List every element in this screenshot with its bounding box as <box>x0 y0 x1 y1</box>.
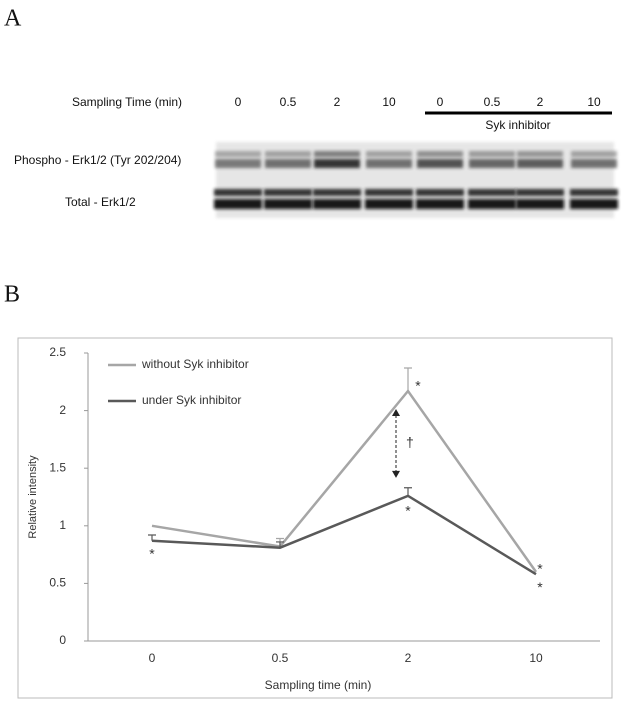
band <box>366 151 412 157</box>
time-label: 10 <box>382 95 396 109</box>
y-tick-label: 2.5 <box>49 345 66 359</box>
band <box>215 151 261 157</box>
band <box>416 189 464 196</box>
band <box>468 189 516 196</box>
annotation: * <box>405 503 411 519</box>
band <box>215 159 261 168</box>
row-label: Total - Erk1/2 <box>65 195 136 209</box>
panel-label: A <box>4 6 22 32</box>
band <box>314 151 360 157</box>
annotation: * <box>537 579 543 595</box>
band <box>571 159 617 168</box>
y-tick-label: 0.5 <box>49 576 66 590</box>
band <box>214 189 262 196</box>
chart-frame <box>17 337 613 699</box>
error-bar <box>404 487 412 496</box>
band <box>469 151 515 157</box>
band <box>517 151 563 157</box>
band <box>517 159 563 168</box>
band <box>314 159 360 168</box>
x-tick-label: 0 <box>149 651 156 665</box>
band <box>264 189 312 196</box>
arrow-head <box>392 470 400 478</box>
band <box>313 189 361 196</box>
blot-image <box>214 142 618 218</box>
band <box>469 159 515 168</box>
x-tick-label: 2 <box>405 651 412 665</box>
annotation: * <box>149 545 155 561</box>
time-label: 0 <box>437 95 444 109</box>
band <box>416 199 464 209</box>
error-bar <box>404 367 412 392</box>
time-label: 0.5 <box>280 95 297 109</box>
time-label: 2 <box>537 95 544 109</box>
x-tick-label: 10 <box>529 651 543 665</box>
band <box>417 151 463 157</box>
series-line <box>151 494 537 576</box>
band <box>265 159 311 168</box>
inhibitor-label: Syk inhibitor <box>485 118 550 132</box>
time-label: 0 <box>235 95 242 109</box>
legend-label: under Syk inhibitor <box>142 393 241 407</box>
band <box>516 189 564 196</box>
band <box>265 151 311 157</box>
y-tick-label: 2 <box>59 403 66 417</box>
band <box>214 199 262 209</box>
arrow-head <box>392 409 400 417</box>
error-bar <box>276 541 284 548</box>
band <box>365 189 413 196</box>
annotation: * <box>415 378 421 394</box>
time-label: 0.5 <box>484 95 501 109</box>
time-label: 2 <box>334 95 341 109</box>
band <box>570 199 618 209</box>
y-tick-label: 0 <box>59 633 66 647</box>
series-line <box>151 388 538 573</box>
band <box>417 159 463 168</box>
y-axis-label: Relative intensity <box>27 455 39 539</box>
band <box>264 199 312 209</box>
band <box>570 189 618 196</box>
y-tick-label: 1.5 <box>49 460 66 474</box>
legend-label: without Syk inhibitor <box>141 357 249 371</box>
band <box>313 199 361 209</box>
time-label: Sampling Time (min) <box>72 95 182 109</box>
band <box>365 199 413 209</box>
time-label: 10 <box>587 95 601 109</box>
x-tick-label: 0.5 <box>272 651 289 665</box>
x-axis-label: Sampling time (min) <box>265 678 372 692</box>
panel-label: B <box>4 282 20 308</box>
band <box>516 199 564 209</box>
annotation: † <box>406 434 414 450</box>
y-tick-label: 1 <box>59 518 66 532</box>
row-label: Phospho - Erk1/2 (Tyr 202/204) <box>14 153 181 167</box>
band <box>366 159 412 168</box>
error-bar <box>148 534 156 541</box>
band <box>468 199 516 209</box>
band <box>571 151 617 157</box>
annotation: * <box>537 561 543 577</box>
